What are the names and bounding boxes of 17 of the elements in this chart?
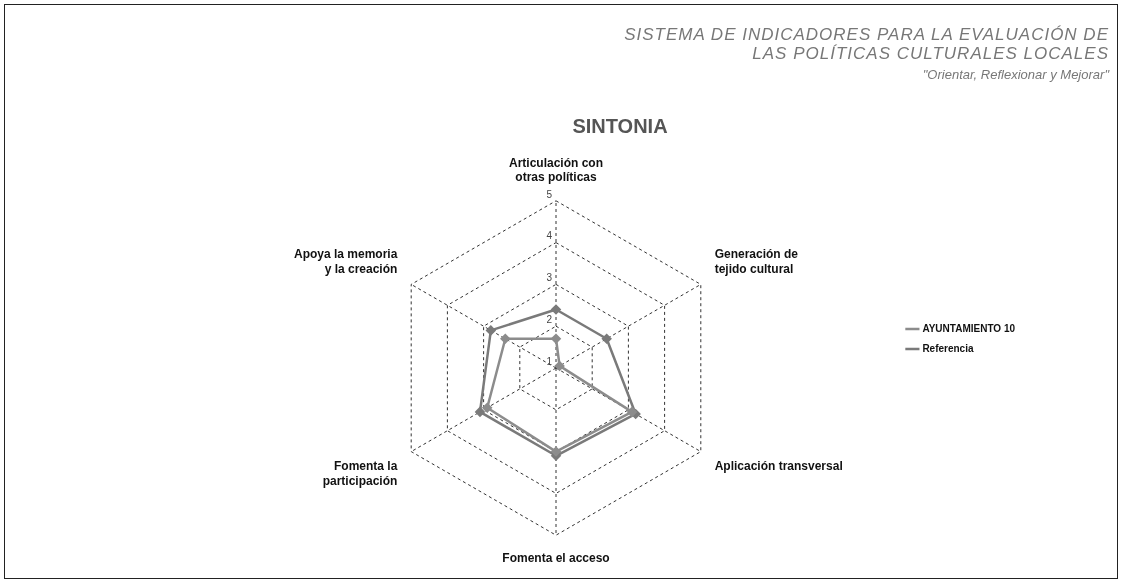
spoke-label: Generación de tejido cultural [714, 247, 799, 276]
y-tick-label: 3 [546, 272, 553, 284]
spoke-label: Fomenta la participación [322, 459, 398, 488]
y-tick-label: 2 [546, 313, 553, 325]
text: LAS POLÍTICAS CULTURALES LOCALES [751, 44, 1109, 63]
legend-label: Referencia [922, 342, 974, 354]
text: SISTEMA DE INDICADORES PARA LA EVALUACIÓN DE [624, 25, 1109, 44]
legend-label: AYUNTAMIENTO 10 [922, 322, 1016, 334]
spoke-label: Articulación con otras políticas [508, 155, 604, 184]
y-tick-label: 1 [546, 355, 553, 367]
chart-title: SINTONIA [572, 114, 668, 137]
text: "Orientar, Reflexionar y Mejorar" [921, 66, 1109, 84]
spoke-label: Apoya la memoria y la creación [293, 247, 398, 276]
spoke-label: Aplicación transversal [714, 459, 843, 474]
spoke-label: Fomenta el acceso [502, 550, 610, 565]
y-tick-label: 4 [546, 230, 553, 242]
y-tick-label: 5 [546, 188, 553, 200]
